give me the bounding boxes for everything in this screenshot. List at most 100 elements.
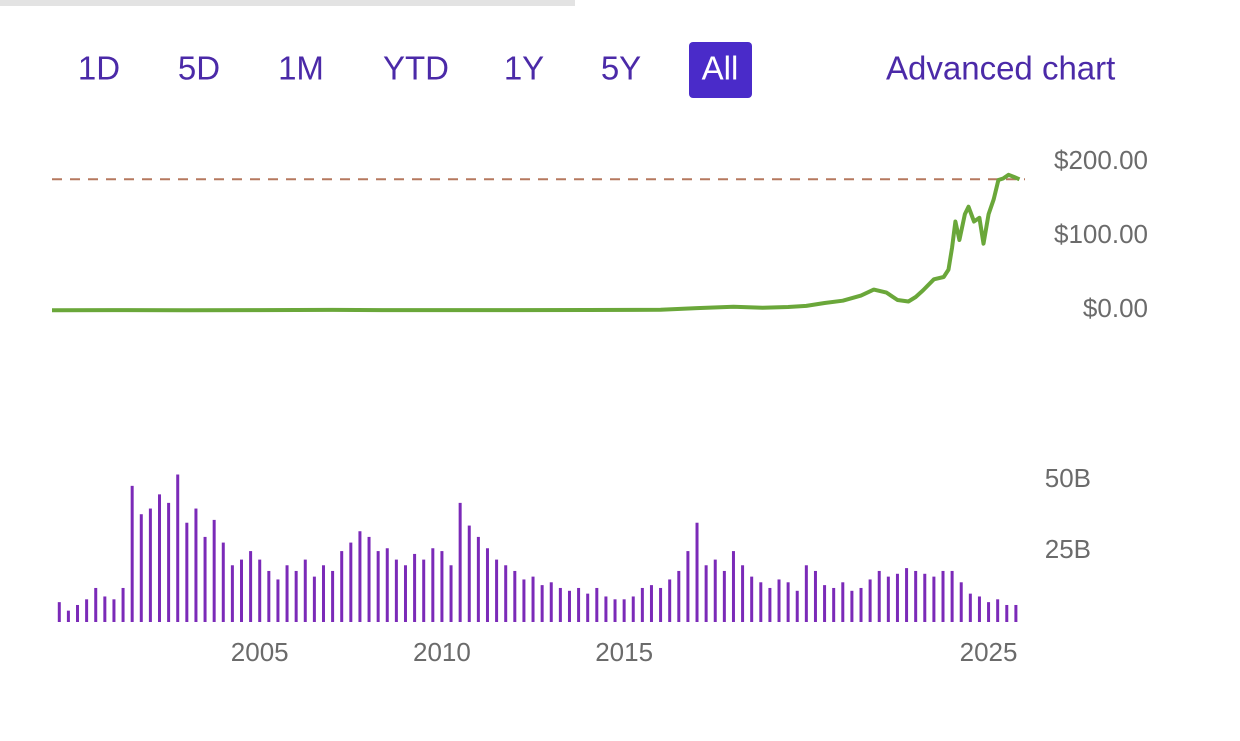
volume-bar — [66, 610, 70, 622]
volume-bar — [413, 553, 417, 622]
volume-bar — [886, 576, 890, 622]
volume-bar — [713, 559, 717, 622]
volume-bar — [531, 576, 535, 622]
x-tick-label: 2025 — [960, 637, 1018, 667]
range-button[interactable]: 5Y — [601, 50, 641, 87]
price-line — [51, 172, 1021, 313]
range-button-label[interactable]: 5Y — [601, 50, 641, 87]
volume-bar — [139, 514, 143, 622]
volume-bar — [403, 565, 407, 622]
volume-bar — [1014, 604, 1018, 622]
volume-bar — [813, 570, 817, 622]
volume-bar — [959, 582, 963, 622]
volume-bar — [996, 599, 1000, 622]
range-button-label[interactable]: YTD — [383, 50, 449, 87]
x-tick-label: 2015 — [595, 637, 653, 667]
volume-bar — [431, 548, 435, 622]
volume-bar — [312, 576, 316, 622]
range-button[interactable]: YTD — [383, 50, 449, 87]
volume-bar — [158, 494, 162, 622]
y-tick-label: 50B — [1045, 463, 1091, 493]
volume-bar — [230, 565, 234, 622]
range-button[interactable]: 1Y — [504, 50, 544, 87]
volume-bar — [941, 570, 945, 622]
volume-bar — [57, 602, 61, 622]
volume-bar — [704, 565, 708, 622]
volume-bar — [267, 570, 271, 622]
volume-bar — [340, 551, 344, 622]
volume-bar — [914, 570, 918, 622]
volume-bar — [731, 551, 735, 622]
volume-bar — [321, 565, 325, 622]
volume-bar — [850, 590, 854, 622]
volume-bar — [458, 502, 462, 622]
volume-bar — [112, 599, 116, 622]
volume-bar — [385, 548, 389, 622]
volume-bar — [659, 587, 663, 622]
x-tick-label: 2005 — [231, 637, 289, 667]
volume-bar — [358, 531, 362, 622]
volume-bar — [759, 582, 763, 622]
volume-bar — [476, 536, 480, 622]
volume-bar — [622, 599, 626, 622]
volume-bar — [258, 559, 262, 622]
volume-bar — [485, 548, 489, 622]
volume-bar — [750, 576, 754, 622]
volume-bar — [695, 522, 699, 622]
volume-bar — [686, 551, 690, 622]
volume-bar — [85, 599, 89, 622]
range-button-label[interactable]: 1Y — [504, 50, 544, 87]
volume-bar — [567, 590, 571, 622]
range-button[interactable]: All — [689, 42, 752, 98]
y-tick-label: 25B — [1045, 534, 1091, 564]
range-button-label[interactable]: 5D — [178, 50, 220, 87]
volume-bar — [987, 602, 991, 622]
range-button-label[interactable]: All — [702, 50, 739, 87]
volume-bar — [677, 570, 681, 622]
volume-bar — [613, 599, 617, 622]
volume-bar — [786, 582, 790, 622]
volume-bar — [513, 570, 517, 622]
volume-bar — [121, 587, 125, 622]
volume-bar — [522, 579, 526, 622]
volume-bar — [221, 542, 225, 622]
range-button-label[interactable]: 1M — [278, 50, 324, 87]
volume-bar — [394, 559, 398, 622]
range-button[interactable]: 5D — [178, 50, 220, 87]
volume-bar — [631, 596, 635, 622]
volume-bar — [212, 519, 216, 622]
volume-bar — [103, 596, 107, 622]
x-tick-label: 2010 — [413, 637, 471, 667]
range-button-label[interactable]: 1D — [78, 50, 120, 87]
volume-bar — [331, 570, 335, 622]
volume-bar — [495, 559, 499, 622]
volume-bar — [249, 551, 253, 622]
volume-bar — [668, 579, 672, 622]
volume-bar — [977, 596, 981, 622]
volume-bar — [167, 502, 171, 622]
volume-bar — [649, 585, 653, 622]
volume-bar — [823, 585, 827, 622]
volume-bar — [859, 587, 863, 622]
volume-bar — [577, 587, 581, 622]
volume-bar — [868, 579, 872, 622]
volume-bar — [586, 593, 590, 622]
volume-bar — [932, 576, 936, 622]
y-tick-label: $0.00 — [1083, 293, 1148, 323]
volume-bar — [540, 585, 544, 622]
advanced-chart-link[interactable]: Advanced chart — [886, 50, 1115, 87]
volume-bar — [841, 582, 845, 622]
volume-bar — [604, 596, 608, 622]
volume-bar — [76, 604, 80, 622]
volume-bar — [595, 587, 599, 622]
volume-bar — [148, 508, 152, 622]
range-button[interactable]: 1M — [278, 50, 324, 87]
range-button[interactable]: 1D — [78, 50, 120, 87]
volume-bar — [722, 570, 726, 622]
volume-bar — [795, 590, 799, 622]
volume-bar — [239, 559, 243, 622]
y-tick-label: $100.00 — [1054, 219, 1148, 249]
volume-bar — [367, 536, 371, 622]
volume-bar — [285, 565, 289, 622]
